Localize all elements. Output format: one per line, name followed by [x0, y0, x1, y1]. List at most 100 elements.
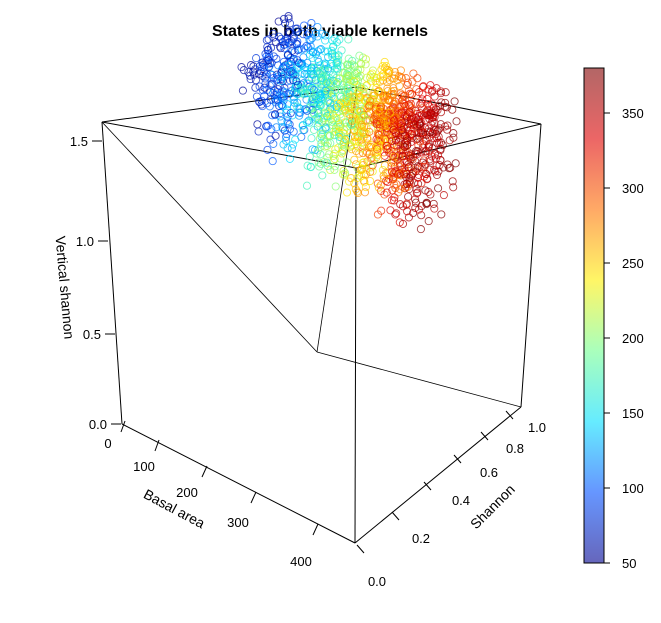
scatter-point [415, 88, 424, 97]
scatter-point [355, 149, 364, 158]
scatter-point [368, 69, 377, 78]
scatter-point [379, 171, 388, 180]
scatter-point [352, 137, 361, 146]
scatter-point [424, 187, 433, 196]
scatter-point [382, 91, 391, 100]
chart-title: States in both viable kernels [212, 23, 428, 40]
scatter-point [330, 165, 339, 174]
scatter-point [431, 167, 440, 176]
y-axis-label: Shannon [467, 481, 518, 532]
scatter-point [357, 172, 366, 181]
scatter-point [263, 59, 272, 68]
scatter-point [366, 176, 375, 186]
scatter-point [342, 188, 352, 197]
scatter-point [426, 81, 435, 90]
scatter-point [436, 120, 445, 129]
scatter-point [357, 165, 366, 174]
scatter-point [325, 150, 334, 159]
scatter-point [411, 167, 420, 176]
scatter-point [299, 30, 308, 39]
z-tick: 1.0 [76, 234, 108, 249]
scatter-point [413, 134, 422, 143]
scatter-point [305, 152, 314, 161]
scatter-point [267, 58, 276, 67]
scatter-point [411, 203, 420, 212]
scatter-point [429, 113, 438, 122]
scatter-point [416, 121, 425, 130]
scatter-point [390, 141, 399, 150]
scatter-point [329, 151, 338, 160]
scatter-point [337, 92, 346, 101]
scatter-point [305, 85, 314, 94]
scatter-point [377, 206, 386, 215]
z-tick: 0.5 [83, 327, 115, 342]
scatter-point [267, 79, 276, 88]
scatter-point [395, 162, 405, 171]
scatter-point [345, 177, 354, 186]
scatter-point [398, 151, 407, 160]
scatter-point [436, 89, 445, 98]
scatter-point [324, 96, 333, 105]
scatter-point [393, 110, 402, 119]
scatter-point [264, 50, 273, 59]
scatter-point [295, 85, 304, 94]
scatter-point [406, 115, 415, 124]
scatter-point [291, 135, 300, 144]
scatter-point [278, 63, 288, 72]
scatter-point [417, 211, 426, 220]
scatter-point [366, 73, 375, 82]
scatter-point [246, 75, 255, 84]
scatter-point [263, 145, 272, 154]
scatter-point [332, 78, 341, 88]
scatter-point [380, 57, 389, 66]
z-axis: 1.5 1.0 0.5 0.0 Vertical shannon [52, 134, 121, 432]
scatter-point [415, 120, 424, 129]
colorbar-tick-label: 250 [622, 256, 644, 271]
scatter-point [360, 188, 370, 197]
scatter-point [303, 58, 312, 67]
scatter-point [413, 74, 422, 83]
scatter-point [408, 133, 417, 142]
scatter-point [239, 66, 248, 75]
scatter-point [434, 184, 443, 193]
scatter-point [262, 99, 272, 108]
scatter-point [372, 135, 381, 144]
scatter-point [342, 69, 352, 79]
scatter-point [261, 74, 270, 83]
scatter-point [277, 68, 286, 77]
scatter-point [279, 14, 289, 23]
scatter-point [403, 182, 412, 191]
scatter-point [347, 107, 356, 116]
scatter-point [314, 118, 323, 127]
y-tick-label: 0.0 [368, 574, 386, 589]
y-tick-label: 0.8 [506, 441, 524, 456]
scatter-point [382, 188, 391, 197]
y-tick: 0.0 [356, 544, 386, 589]
colorbar-tick: 300 [604, 181, 644, 196]
scatter-point [322, 78, 331, 87]
scatter-point [429, 134, 439, 143]
scatter-point [277, 65, 286, 74]
scatter-point [253, 120, 262, 129]
scatter-point [295, 45, 304, 54]
scatter-point [396, 200, 405, 209]
scatter-point [434, 132, 443, 141]
scatter-point [342, 118, 351, 127]
scatter-point [328, 42, 338, 51]
scatter-point [339, 166, 348, 175]
scatter-point [422, 175, 431, 184]
scatter-point [329, 116, 338, 125]
scatter-point [330, 130, 339, 139]
scatter-point [283, 112, 292, 121]
scatter-point [251, 83, 260, 92]
scatter-point [310, 110, 319, 119]
scatter-point [302, 106, 312, 115]
scatter-point [393, 120, 402, 129]
scatter-point [289, 140, 298, 149]
scatter-point [358, 164, 367, 173]
scatter-point [401, 137, 410, 146]
scatter-point [254, 127, 263, 136]
scatter-point [252, 92, 261, 101]
scatter-point [372, 120, 382, 129]
scatter-point [406, 155, 415, 164]
